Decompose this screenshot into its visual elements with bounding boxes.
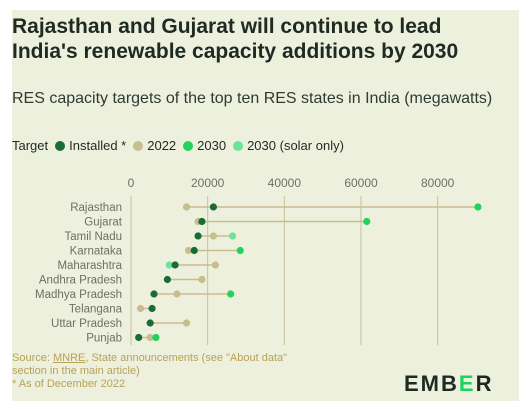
footnote: * As of December 2022	[12, 378, 126, 390]
legend-text-installed: Installed *	[69, 138, 127, 153]
point-installed	[198, 217, 206, 226]
legend-swatch-2022	[133, 140, 144, 151]
point-installed	[209, 203, 218, 211]
legend-swatch-2030	[183, 140, 194, 151]
category-label: Andhra Pradesh	[39, 275, 122, 287]
point-installed	[171, 261, 179, 269]
legend-item-2022: 2022	[133, 138, 176, 153]
source-line-2: section in the main article)	[12, 365, 140, 377]
point-installed	[146, 319, 154, 327]
footer: Source: MNRE, State announcements (see "…	[12, 352, 287, 391]
point-y2030	[474, 203, 482, 211]
point-installed	[190, 246, 198, 255]
legend-label: Target	[12, 138, 49, 153]
x-tick-label: 20000	[191, 176, 225, 190]
category-label: Punjab	[86, 333, 122, 345]
point-y2030	[152, 333, 160, 342]
point-y2022	[136, 304, 145, 313]
legend-item-2030: 2030	[183, 138, 226, 153]
point-y2022	[182, 319, 191, 327]
point-installed	[194, 232, 202, 240]
point-y2022	[184, 246, 193, 255]
point-installed	[148, 304, 156, 313]
x-tick-label: 0	[128, 176, 135, 190]
point-y2022	[211, 261, 219, 269]
point-installed	[135, 333, 143, 342]
source-link[interactable]: MNRE	[52, 352, 86, 364]
legend-item-solar: 2030 (solar only)	[233, 138, 344, 153]
category-label: Uttar Pradesh	[51, 318, 122, 330]
chart-title: Rajasthan and Gujarat will continue to l…	[12, 15, 459, 63]
source-line: Source: MNRE, State announcements (see "…	[12, 352, 288, 364]
legend-text-solar: 2030 (solar only)	[247, 138, 344, 153]
point-y2030	[227, 290, 235, 298]
point-solar	[228, 232, 237, 240]
category-label: Rajasthan	[70, 202, 122, 214]
legend-swatch-installed	[55, 140, 66, 151]
point-y2030	[363, 217, 371, 226]
legend-item-installed: Installed *	[55, 138, 126, 153]
category-label: Karnataka	[70, 246, 123, 258]
x-tick-label: 40000	[268, 176, 302, 190]
point-installed	[150, 290, 158, 298]
x-tick-label: 80000	[421, 176, 455, 190]
point-installed	[163, 275, 172, 284]
category-label: Maharashtra	[57, 260, 122, 272]
legend-text-2030: 2030	[197, 138, 227, 153]
category-label: Telangana	[69, 304, 123, 316]
point-y2022	[182, 203, 191, 211]
chart-card	[12, 10, 519, 401]
category-label: Madhya Pradesh	[35, 289, 122, 301]
point-solar	[165, 261, 173, 269]
point-y2022	[173, 290, 181, 298]
legend-swatch-solar	[233, 140, 244, 151]
point-y2022	[198, 275, 206, 284]
legend-text-2022: 2022	[147, 138, 177, 153]
category-label: Tamil Nadu	[64, 231, 122, 243]
point-y2022	[146, 333, 154, 342]
ember-logo: EMBER	[404, 371, 494, 396]
category-label: Gujarat	[84, 217, 123, 229]
legend: Target Installed * 2022 2030 2030 (solar…	[12, 138, 344, 153]
chart-subtitle: RES capacity targets of the top ten RES …	[12, 90, 493, 107]
point-y2022	[209, 232, 218, 240]
x-tick-label: 60000	[344, 176, 378, 190]
point-y2030	[236, 246, 244, 255]
